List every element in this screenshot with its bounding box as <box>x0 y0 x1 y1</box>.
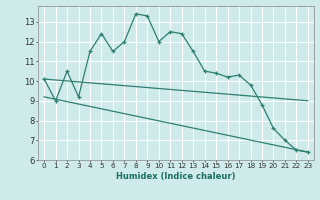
X-axis label: Humidex (Indice chaleur): Humidex (Indice chaleur) <box>116 172 236 181</box>
